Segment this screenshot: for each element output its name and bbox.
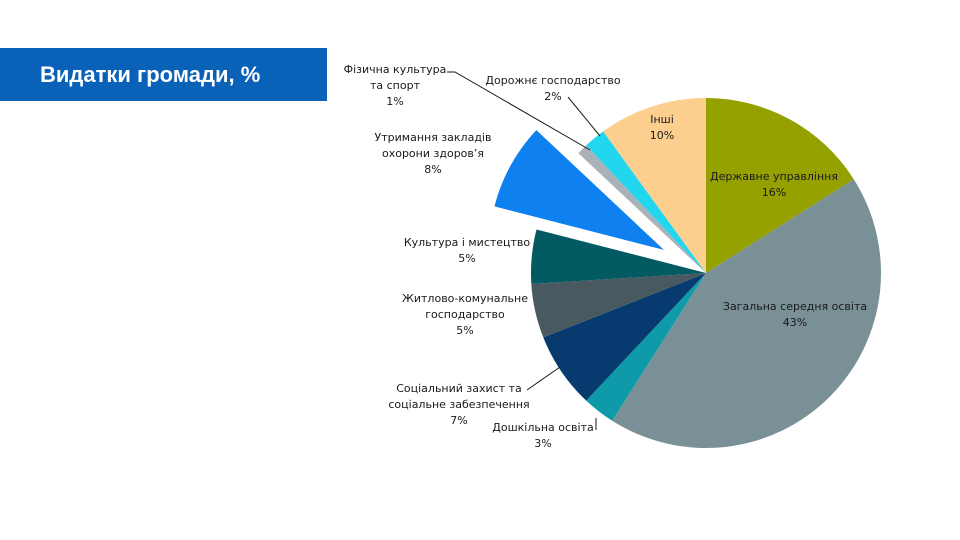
leader-line [447,71,591,151]
slice-value-label: 1% [386,95,403,108]
slice-name-label: Дошкільна освіта [492,421,594,434]
pie-slice [706,98,854,273]
slice-name-label: Соціальний захист та [396,382,522,395]
leader-line [567,96,601,137]
slice-value-label: 43% [783,316,807,329]
pie-slice [603,98,706,273]
leader-line [526,366,561,391]
pie-slice [531,273,706,338]
slice-name-label: Фізична культура [344,63,447,76]
slice-value-label: 3% [534,437,551,450]
slice-name-label: господарство [425,308,505,321]
pie-slice [543,273,706,401]
slice-value-label: 10% [650,129,674,142]
slide-title: Видатки громади, % [40,61,261,87]
pie-slice [578,145,706,273]
slide-title-bar: Видатки громади, % [0,48,327,101]
slice-label: Соціальний захист та соціальне забезпечен… [388,382,529,427]
slice-name-label: Інші [650,113,674,126]
pie-slice [531,229,706,284]
slice-name-label: Утримання закладів [375,131,492,144]
slice-value-label: 5% [458,252,475,265]
slice-value-label: 7% [450,414,467,427]
pie-slice [494,130,664,250]
slice-label: Культура і мистецтво 5% [404,236,531,265]
slice-name-label: Державне управління [710,170,838,183]
slice-name-label: охорони здоров’я [382,147,484,160]
slice-label: Інші 10% [650,113,674,142]
slice-value-label: 2% [544,90,561,103]
slice-label: Фізична культура та спорт 1% [344,63,447,108]
slice-name-label: Житлово-комунальне [402,292,528,305]
slice-name-label: та спорт [370,79,421,92]
pie-slice [612,179,881,448]
slice-name-label: Культура і мистецтво [404,236,531,249]
slice-value-label: 16% [762,186,786,199]
slice-label: Дошкільна освіта 3% [492,421,594,450]
slice-name-label: Загальна середня освіта [723,300,867,313]
slice-label: Дорожнє господарство 2% [485,74,620,103]
pie-slice [586,131,706,273]
slice-value-label: 5% [456,324,473,337]
slice-labels: Державне управління 16% Загальна середня о… [344,63,867,450]
slice-name-label: Дорожнє господарство [485,74,620,87]
slice-name-label: соціальне забезпечення [388,398,529,411]
slice-label: Загальна середня освіта 43% [723,300,867,329]
pie-slices [494,98,881,448]
pie-slice [586,273,706,421]
slice-label: Житлово-комунальне господарство 5% [402,292,528,337]
slice-label: Утримання закладів охорони здоров’я 8% [375,131,492,176]
slice-label: Державне управління 16% [710,170,838,199]
leader-lines [447,71,601,430]
slice-value-label: 8% [424,163,441,176]
